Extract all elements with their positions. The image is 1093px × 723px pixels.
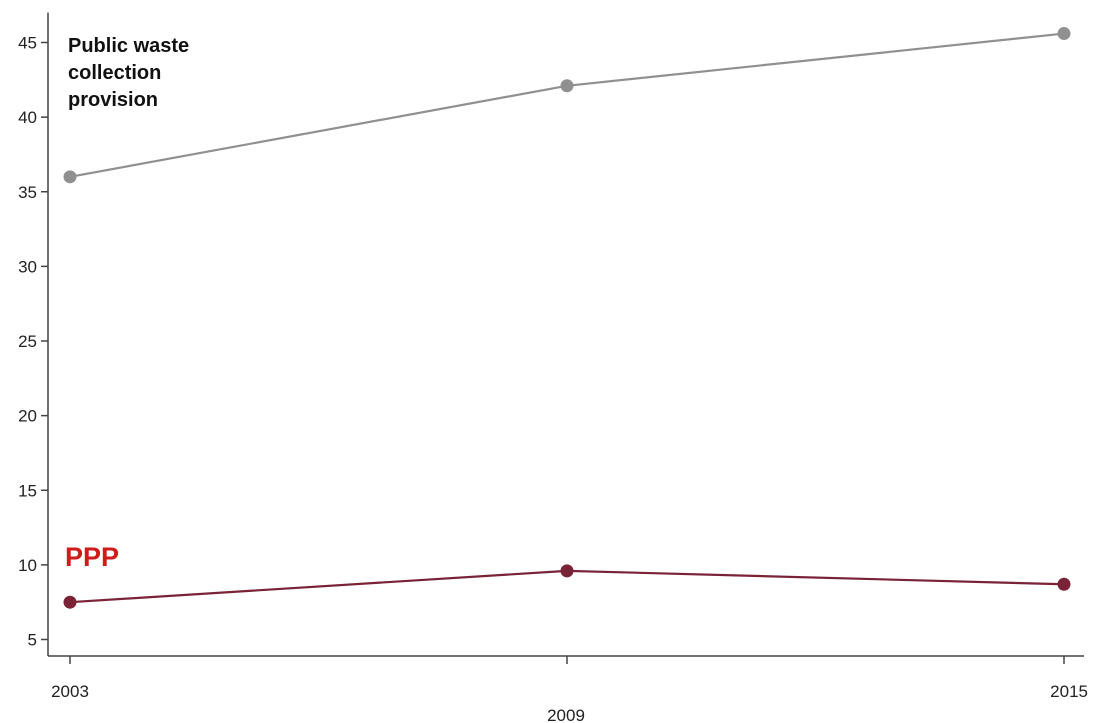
y-tick-label: 35 [18,183,37,202]
series-label-line: provision [68,89,158,111]
y-tick-label: 10 [18,556,37,575]
y-tick-label: 40 [18,108,37,127]
x-tick-label: 2003 [51,682,89,701]
x-ticks: 2003 2009 2015 [51,656,1088,723]
series-points [63,27,1071,609]
y-tick-label: 20 [18,407,37,426]
series-lines [69,32,1065,604]
y-tick-label: 5 [28,631,37,650]
axes [47,12,1084,657]
x-tick-label: 2009 [547,706,585,723]
series-label-line: Public waste [68,35,189,57]
data-point [63,595,77,609]
y-tick-label: 45 [18,34,37,53]
series-line-0 [69,32,1065,178]
y-tick-label: 25 [18,332,37,351]
data-point [560,564,574,578]
data-point [560,79,574,93]
y-tick-label: 30 [18,257,37,276]
x-tick-label: 2015 [1050,682,1088,701]
data-point [1057,27,1071,41]
data-point [1057,577,1071,591]
y-ticks: 5 10 15 20 25 30 35 40 45 [18,34,48,650]
series-label-line: PPP [65,542,119,572]
series-labels: Public waste collection provision PPP [65,35,189,572]
data-point [63,170,77,184]
series-label-line: collection [68,62,161,84]
y-tick-label: 15 [18,481,37,500]
